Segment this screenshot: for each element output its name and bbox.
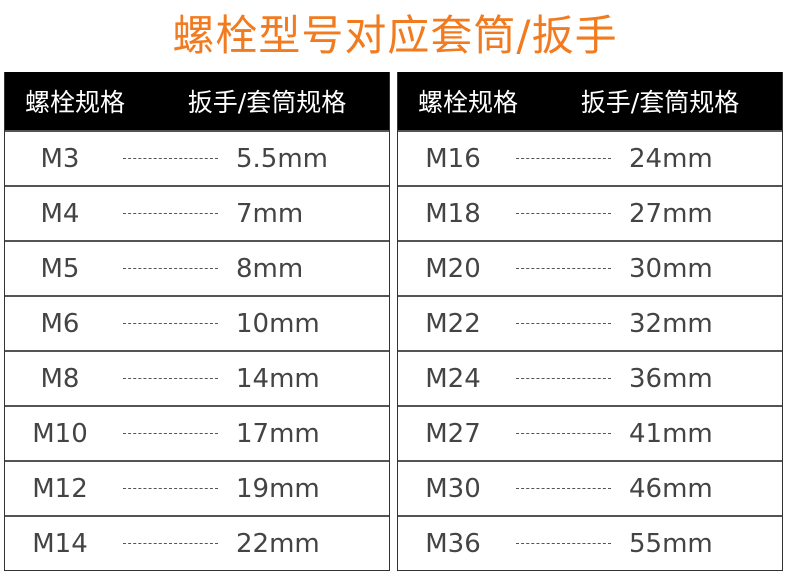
dotted-leader [516,433,611,434]
dotted-leader [123,213,218,214]
dotted-leader [516,543,611,544]
bolt-size: M8 [40,363,80,394]
bolt-size: M36 [425,528,481,559]
dotted-leader [123,323,218,324]
dotted-leader [123,268,218,269]
bolt-header: 螺栓规格 [417,88,518,117]
wrench-size: 7mm [236,198,304,229]
table-row: M20 30mm [398,240,782,295]
bolt-size: M3 [40,143,80,174]
dotted-leader [123,488,218,489]
wrench-size: 22mm [236,528,320,559]
table-row: M18 27mm [398,185,782,240]
bolt-size: M30 [425,473,481,504]
bolt-header: 螺栓规格 [24,88,125,117]
wrench-size: 19mm [236,473,320,504]
table-header: 螺栓规格 扳手/套筒规格 [5,72,389,130]
table-row: M4 7mm [5,185,389,240]
wrench-header: 扳手/套筒规格 [580,88,740,117]
left-table: 螺栓规格 扳手/套筒规格 M3 5.5mm M4 7mm M5 8mm M6 10mm M8 14… [4,72,390,571]
dotted-leader [123,378,218,379]
table-row: M22 32mm [398,295,782,350]
table-header: 螺栓规格 扳手/套筒规格 [398,72,782,130]
wrench-size: 17mm [236,418,320,449]
dotted-leader [516,323,611,324]
wrench-size: 36mm [629,363,713,394]
bolt-size: M6 [40,308,80,339]
bolt-size: M24 [425,363,481,394]
dotted-leader [516,378,611,379]
table-row: M10 17mm [5,405,389,460]
dotted-leader [516,488,611,489]
dotted-leader [123,543,218,544]
right-table: 螺栓规格 扳手/套筒规格 M16 24mm M18 27mm M20 30mm M22 32m… [397,72,783,571]
wrench-size: 27mm [629,198,713,229]
bolt-size: M22 [425,308,481,339]
table-row: M24 36mm [398,350,782,405]
dotted-leader [123,433,218,434]
wrench-size: 5.5mm [236,143,329,174]
dotted-leader [516,213,611,214]
table-row: M6 10mm [5,295,389,350]
bolt-size: M12 [32,473,88,504]
table-row: M5 8mm [5,240,389,295]
wrench-size: 46mm [629,473,713,504]
wrench-header: 扳手/套筒规格 [187,88,347,117]
table-row: M16 24mm [398,130,782,185]
bolt-size: M20 [425,253,481,284]
table-row: M30 46mm [398,460,782,515]
table-row: M8 14mm [5,350,389,405]
wrench-size: 10mm [236,308,320,339]
table-row: M36 55mm [398,515,782,570]
bolt-size: M27 [425,418,481,449]
dotted-leader [516,158,611,159]
table-row: M12 19mm [5,460,389,515]
wrench-size: 55mm [629,528,713,559]
bolt-size: M4 [40,198,80,229]
bolt-size: M14 [32,528,88,559]
dotted-leader [516,268,611,269]
wrench-size: 32mm [629,308,713,339]
wrench-size: 8mm [236,253,304,284]
dotted-leader [123,158,218,159]
table-row: M3 5.5mm [5,130,389,185]
wrench-size: 14mm [236,363,320,394]
bolt-size: M18 [425,198,481,229]
page-title: 螺栓型号对应套筒/扳手 [172,11,618,60]
table-row: M27 41mm [398,405,782,460]
wrench-size: 30mm [629,253,713,284]
bolt-size: M16 [425,143,481,174]
table-row: M14 22mm [5,515,389,570]
bolt-size: M10 [32,418,88,449]
bolt-size: M5 [40,253,80,284]
wrench-size: 41mm [629,418,713,449]
wrench-size: 24mm [629,143,713,174]
